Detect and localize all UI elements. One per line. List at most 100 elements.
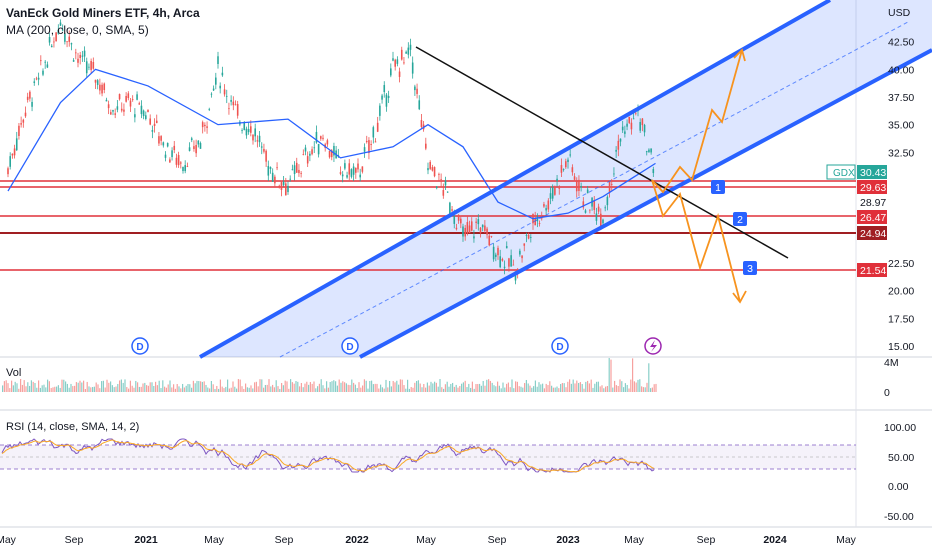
volume-bar bbox=[259, 379, 261, 392]
volume-bar bbox=[196, 380, 198, 392]
projection-paths[interactable] bbox=[651, 48, 747, 304]
volume-bar bbox=[367, 388, 369, 392]
volume-bar bbox=[488, 379, 490, 392]
volume-bar bbox=[426, 382, 428, 392]
volume-bar bbox=[407, 379, 409, 392]
volume-bar bbox=[272, 384, 274, 392]
candle-body bbox=[79, 54, 81, 58]
projection-bear-arrowhead bbox=[732, 290, 747, 304]
volume-bar bbox=[223, 388, 225, 392]
candle-body bbox=[190, 138, 193, 141]
volume-bar bbox=[457, 387, 459, 392]
volume-bar bbox=[513, 388, 515, 392]
svg-text:21.54: 21.54 bbox=[860, 265, 886, 277]
volume-bar bbox=[92, 387, 94, 392]
volume-bar bbox=[176, 384, 178, 392]
volume-bar bbox=[536, 386, 538, 392]
candle-body bbox=[208, 108, 211, 110]
volume-bar bbox=[632, 358, 634, 392]
channel-lines[interactable] bbox=[199, 0, 932, 359]
candle-body bbox=[241, 130, 243, 131]
earnings-flash-icon[interactable] bbox=[644, 337, 662, 355]
time-tick-label: May bbox=[204, 534, 225, 546]
volume-bar bbox=[115, 386, 117, 392]
volume-bar bbox=[545, 383, 547, 392]
volume-bar bbox=[286, 381, 288, 392]
candle-body bbox=[59, 22, 62, 26]
last-price-tag: 30.43 bbox=[857, 165, 887, 179]
downtrend-line[interactable] bbox=[415, 46, 789, 259]
candle-body bbox=[554, 187, 556, 195]
candle-body bbox=[180, 162, 182, 164]
volume-bar bbox=[585, 381, 587, 392]
volume-bar bbox=[209, 388, 211, 392]
volume-bar bbox=[203, 381, 205, 392]
volume-bar bbox=[2, 385, 4, 392]
candle-body bbox=[158, 136, 160, 144]
channel-upper-line[interactable] bbox=[199, 0, 831, 359]
volume-bar bbox=[306, 381, 308, 392]
volume-bar bbox=[131, 385, 133, 392]
target-marker-2[interactable]: 2 bbox=[733, 212, 747, 226]
candle-body bbox=[446, 191, 449, 193]
candle-body bbox=[374, 141, 377, 143]
level-tag-24-94: 24.94 bbox=[857, 226, 887, 240]
dividend-marker[interactable]: D bbox=[131, 337, 149, 355]
candle-body bbox=[505, 246, 508, 249]
dividend-marker[interactable]: D bbox=[551, 337, 569, 355]
volume-bar bbox=[284, 380, 286, 392]
candle-body bbox=[250, 126, 252, 133]
volume-bar bbox=[462, 382, 464, 392]
volume-bar bbox=[459, 386, 461, 392]
candle-body bbox=[160, 136, 162, 141]
volume-bar bbox=[583, 388, 585, 392]
target-marker-3[interactable]: 3 bbox=[743, 261, 757, 275]
candle-body bbox=[495, 254, 497, 257]
price-axis[interactable]: USD 42.50 40.00 37.50 35.00 32.50 22.50 20.00 1… bbox=[826, 7, 914, 353]
dividend-marker[interactable]: D bbox=[341, 337, 359, 355]
volume-bar bbox=[221, 386, 223, 392]
candle-body bbox=[315, 131, 318, 143]
time-axis[interactable]: May Sep 2021 May Sep 2022 May Sep 2023 May Sep 2024… bbox=[0, 534, 857, 546]
candle-body bbox=[72, 60, 75, 62]
volume-bar bbox=[475, 384, 477, 392]
time-tick-label: May bbox=[836, 534, 857, 546]
volume-bar bbox=[423, 383, 425, 392]
candle-body bbox=[289, 178, 291, 180]
volume-bar bbox=[63, 379, 65, 392]
candle-body bbox=[147, 109, 149, 113]
candle-body bbox=[540, 217, 543, 219]
volume-bar bbox=[378, 388, 380, 392]
volume-bar bbox=[599, 386, 601, 392]
candle-body bbox=[101, 84, 103, 94]
candle-body bbox=[223, 89, 226, 95]
candle-body bbox=[337, 155, 340, 156]
volume-bar bbox=[41, 385, 43, 392]
candle-body bbox=[309, 153, 311, 156]
pane-separators bbox=[0, 0, 932, 528]
volume-bar bbox=[641, 386, 643, 392]
target-marker-1[interactable]: 1 bbox=[711, 180, 725, 194]
candle-body bbox=[295, 162, 298, 173]
volume-bar bbox=[254, 382, 256, 392]
volume-bar bbox=[623, 387, 625, 392]
volume-bar bbox=[111, 385, 113, 392]
candle-body bbox=[326, 140, 329, 145]
candle-body bbox=[85, 61, 88, 74]
candle-body bbox=[99, 84, 101, 91]
candle-body bbox=[519, 250, 521, 255]
volume-bar bbox=[387, 387, 389, 392]
projection-bearish[interactable] bbox=[651, 179, 741, 303]
candle-body bbox=[584, 210, 587, 213]
volume-bar bbox=[349, 385, 351, 392]
volume-bar bbox=[162, 380, 164, 392]
candle-body bbox=[565, 161, 567, 168]
projection-bullish[interactable] bbox=[651, 49, 743, 194]
volume-bar bbox=[39, 387, 41, 392]
candle-body bbox=[580, 186, 582, 188]
channel-lower-line[interactable] bbox=[359, 48, 932, 359]
volume-bar bbox=[455, 384, 457, 392]
volume-bar bbox=[356, 388, 358, 392]
candle-body bbox=[44, 61, 46, 63]
